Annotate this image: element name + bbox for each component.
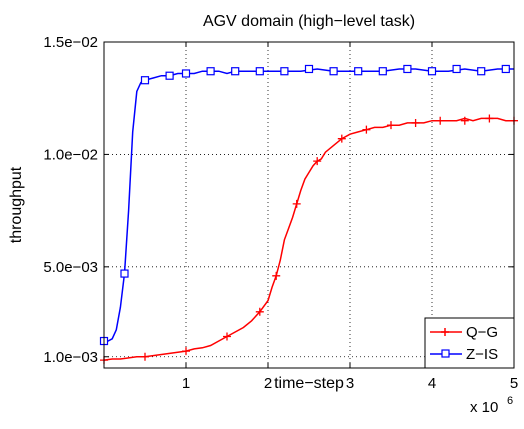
data-point-z-is (378, 67, 387, 76)
data-point-q-g (411, 118, 420, 127)
data-point-z-is (477, 67, 486, 76)
x-tick-label: 4 (428, 375, 436, 392)
data-point-q-g (337, 134, 346, 143)
data-point-q-g (292, 199, 301, 208)
y-tick-label: 1.0e−02 (43, 146, 98, 163)
x-tick-label: 5 (510, 375, 518, 392)
data-point-z-is (165, 71, 174, 80)
data-point-z-is (304, 64, 314, 74)
y-axis-label: throughput (8, 166, 25, 243)
x-tick-label: 1 (182, 375, 190, 392)
data-point-z-is (280, 67, 289, 76)
x-multiplier-exponent: 6 (507, 395, 513, 407)
series-line-q-g (103, 117, 514, 361)
data-point-z-is (501, 64, 510, 74)
data-point-q-g (182, 347, 190, 356)
y-tick-label: 1.5e−02 (43, 34, 98, 51)
data-point-q-g (313, 157, 322, 166)
ticks: 1 2 3 4 5 1.0e−03 5.0e−03 1.0e−02 1.5e−02 (43, 34, 518, 392)
data-point-z-is (329, 67, 338, 76)
data-point-q-g (485, 114, 494, 123)
x-axis-label: time−step (274, 375, 344, 392)
x-multiplier-label: x 10 (470, 399, 498, 416)
legend-marker-plus (441, 328, 449, 336)
data-point-z-is (255, 67, 264, 76)
y-tick-label: 5.0e−03 (43, 259, 98, 276)
data-point-z-is (231, 67, 240, 76)
legend-label-z-is: Z−IS (466, 346, 498, 363)
data-point-q-g (223, 332, 231, 341)
legend-label-q-g: Q−G (466, 324, 498, 341)
data-point-z-is (452, 64, 461, 74)
data-point-z-is (206, 67, 215, 76)
y-tick-label: 1.0e−03 (43, 349, 98, 366)
data-point-z-is (120, 269, 129, 278)
data-point-z-is (181, 69, 191, 78)
data-point-q-g (272, 271, 281, 280)
data-point-z-is (427, 67, 437, 76)
data-point-q-g (255, 307, 264, 316)
legend-marker-square (441, 349, 450, 358)
data-point-q-g (387, 121, 395, 130)
legend: Q−G Z−IS (424, 317, 515, 369)
data-point-z-is (140, 76, 150, 85)
data-point-q-g (362, 125, 371, 134)
data-point-z-is (354, 67, 363, 76)
data-point-q-g (460, 116, 469, 125)
data-point-z-is (403, 64, 412, 74)
data-point-q-g (141, 352, 149, 361)
data-point-q-g (436, 116, 445, 125)
grid (104, 42, 514, 368)
legend-box (424, 317, 515, 369)
x-tick-label: 3 (346, 375, 354, 392)
chart-title: AGV domain (high−level task) (203, 13, 415, 30)
series-layer (99, 64, 518, 365)
plot-frame (103, 41, 515, 369)
x-tick-label: 2 (264, 375, 272, 392)
